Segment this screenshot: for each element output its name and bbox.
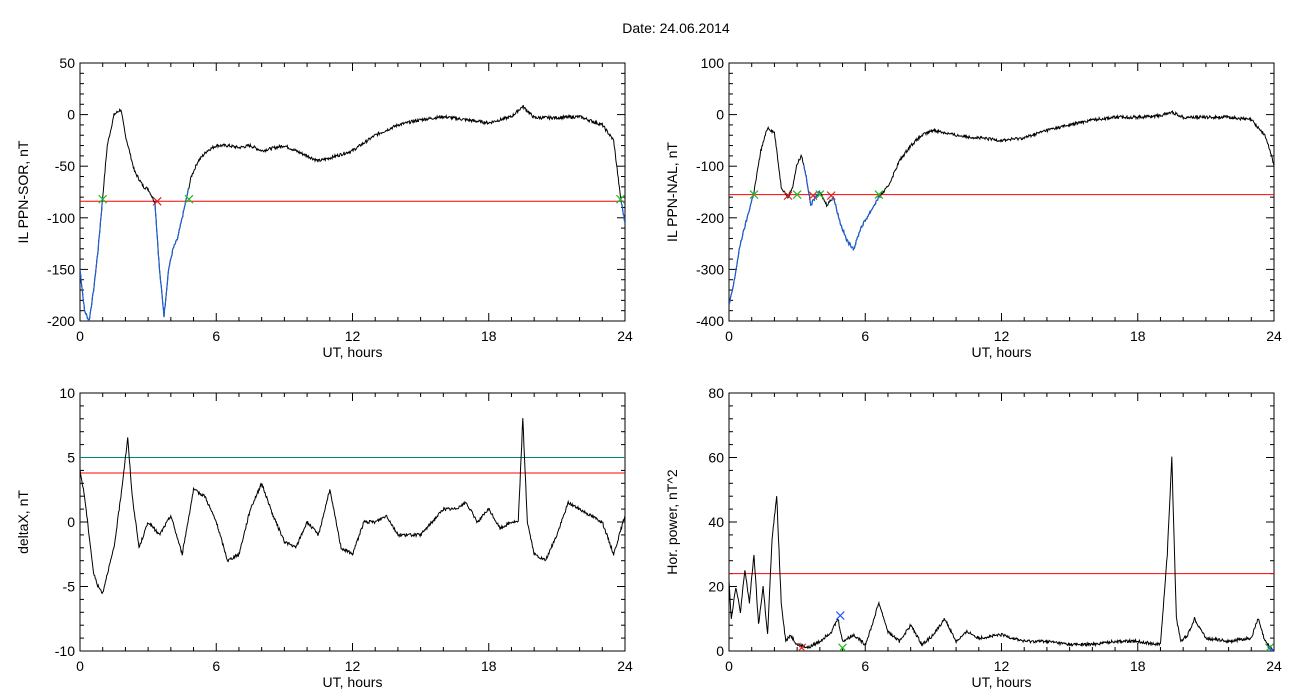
event-marker — [874, 190, 884, 200]
x-tick-label: 12 — [345, 658, 361, 674]
y-tick-label: -10 — [55, 643, 75, 659]
series-highlight — [80, 197, 104, 321]
x-axis-label: UT, hours — [323, 674, 383, 690]
event-marker — [797, 643, 807, 651]
plot-area — [729, 456, 1274, 651]
y-tick-label: 40 — [708, 514, 724, 530]
x-tick-label: 0 — [76, 658, 84, 674]
series-line — [80, 418, 625, 595]
x-tick-label: 24 — [1266, 328, 1282, 344]
y-tick-label: 20 — [708, 579, 724, 595]
x-tick-label: 6 — [861, 328, 869, 344]
x-tick-label: 18 — [481, 328, 497, 344]
plot-area — [729, 110, 1274, 305]
event-marker — [838, 643, 847, 651]
event-marker — [184, 194, 194, 204]
x-axis-label: UT, hours — [972, 344, 1032, 360]
y-axis-label: Hor. power, nT^2 — [664, 469, 680, 575]
y-tick-label: 50 — [59, 55, 75, 71]
y-tick-label: 10 — [59, 385, 75, 401]
plot-area — [80, 418, 625, 595]
x-tick-label: 6 — [861, 658, 869, 674]
plot-area — [80, 104, 625, 321]
x-tick-label: 24 — [1266, 658, 1282, 674]
y-tick-label: -50 — [55, 158, 75, 174]
plot-frame — [728, 392, 1275, 652]
y-tick-label: -150 — [47, 261, 75, 277]
y-tick-label: 0 — [716, 643, 724, 659]
event-marker — [826, 191, 836, 201]
x-tick-label: 24 — [617, 328, 633, 344]
y-tick-label: -300 — [696, 261, 724, 277]
series-highlight — [154, 188, 189, 318]
y-tick-label: 60 — [708, 450, 724, 466]
event-marker — [98, 194, 108, 204]
chart-panel-2: 0 6 12 18 24 -400 -300 -200 -100 0 100 UT, hours IL … — [664, 55, 1282, 360]
x-tick-label: 6 — [212, 328, 220, 344]
y-axis-label: deltaX, nT — [15, 490, 31, 554]
chart-panel-4: 0 6 12 18 24 0 20 40 60 80 UT, hours Hor. power, nT… — [664, 385, 1282, 690]
series-highlight — [619, 197, 625, 224]
plot-frame — [728, 62, 1275, 322]
x-tick-label: 12 — [345, 328, 361, 344]
chart-panel-3: 0 6 12 18 24 -10 -5 0 5 10 UT, hours deltaX, nT — [15, 385, 633, 690]
x-tick-label: 0 — [76, 328, 84, 344]
x-tick-label: 6 — [212, 658, 220, 674]
series-highlight — [831, 195, 880, 252]
plot-frame — [79, 62, 626, 322]
series-line — [729, 110, 1274, 305]
series-highlight — [803, 165, 821, 206]
event-marker — [749, 190, 759, 200]
x-tick-label: 0 — [725, 658, 733, 674]
x-axis-label: UT, hours — [972, 674, 1032, 690]
plot-frame — [79, 392, 626, 652]
x-tick-label: 24 — [617, 658, 633, 674]
series-highlight — [729, 192, 755, 305]
x-tick-label: 18 — [1130, 658, 1146, 674]
y-tick-label: -200 — [696, 210, 724, 226]
x-axis-label: UT, hours — [323, 344, 383, 360]
event-marker — [152, 196, 162, 206]
y-tick-label: 0 — [716, 107, 724, 123]
event-marker — [616, 194, 625, 204]
figure-title: Date: 24.06.2014 — [622, 20, 730, 36]
y-tick-label: -400 — [696, 313, 724, 329]
y-axis-label: IL PPN-NAL, nT — [664, 142, 680, 242]
y-tick-label: 100 — [701, 55, 725, 71]
event-marker — [815, 190, 825, 200]
y-tick-label: -200 — [47, 313, 75, 329]
series-line — [729, 456, 1274, 651]
y-axis-label: IL PPN-SOR, nT — [15, 140, 31, 243]
x-tick-label: 0 — [725, 328, 733, 344]
event-marker — [835, 611, 845, 620]
y-tick-label: 5 — [67, 450, 75, 466]
y-tick-label: -100 — [696, 158, 724, 174]
y-tick-label: 0 — [67, 107, 75, 123]
y-tick-label: 0 — [67, 514, 75, 530]
chart-panel-1: 0 6 12 18 24 -200 -150 -100 -50 0 50 UT, hours IL PP… — [15, 55, 633, 360]
event-marker — [783, 191, 793, 201]
event-marker — [1267, 646, 1274, 651]
y-tick-label: 80 — [708, 385, 724, 401]
y-tick-label: -100 — [47, 210, 75, 226]
x-tick-label: 18 — [1130, 328, 1146, 344]
x-tick-label: 12 — [994, 328, 1010, 344]
y-tick-label: -5 — [63, 579, 76, 595]
event-marker — [792, 190, 802, 200]
x-tick-label: 18 — [481, 658, 497, 674]
x-tick-label: 12 — [994, 658, 1010, 674]
